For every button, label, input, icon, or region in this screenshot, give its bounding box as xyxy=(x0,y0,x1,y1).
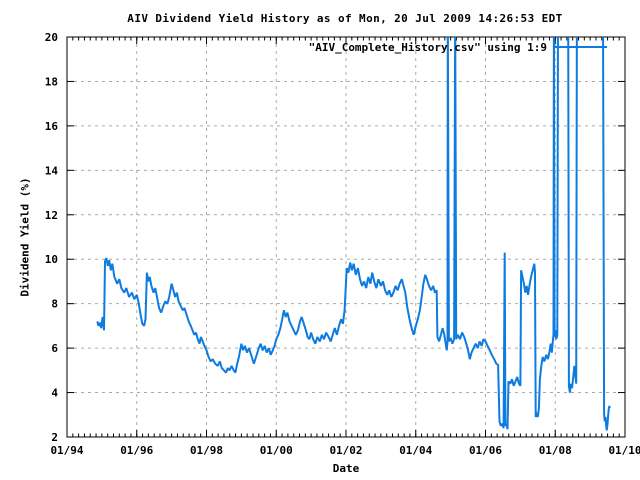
y-tick-label: 10 xyxy=(45,253,58,266)
chart-title: AIV Dividend Yield History as of Mon, 20… xyxy=(127,12,563,25)
y-tick-label: 20 xyxy=(45,31,58,44)
x-tick-label: 01/00 xyxy=(260,444,293,457)
dividend-yield-line xyxy=(96,37,611,431)
tick-labels: 2 4 6 8 10 12 14 16 18 20 01/94 01/96 01/98 01/00 01/0… xyxy=(45,31,640,457)
axis-ticks xyxy=(66,36,626,438)
x-tick-label: 01/04 xyxy=(399,444,432,457)
plot-border xyxy=(66,36,626,438)
y-tick-label: 8 xyxy=(51,298,58,311)
y-tick-label: 2 xyxy=(51,431,58,444)
x-tick-label: 01/94 xyxy=(50,444,83,457)
y-tick-label: 6 xyxy=(51,342,58,355)
y-tick-label: 14 xyxy=(45,164,59,177)
x-tick-label: 01/06 xyxy=(469,444,502,457)
x-axis-title: Date xyxy=(332,462,360,475)
y-tick-label: 4 xyxy=(51,387,58,400)
legend-label: "AIV_Complete_History.csv" using 1:9 xyxy=(308,41,547,54)
y-tick-label: 12 xyxy=(45,209,58,222)
x-tick-label: 01/02 xyxy=(329,444,362,457)
x-tick-label: 01/98 xyxy=(190,444,223,457)
x-tick-label: 01/96 xyxy=(120,444,153,457)
y-tick-label: 18 xyxy=(45,75,58,88)
y-axis-title: Dividend Yield (%) xyxy=(18,177,32,297)
grid xyxy=(67,37,625,437)
x-tick-label: 01/10 xyxy=(608,444,640,457)
x-tick-label: 01/08 xyxy=(539,444,572,457)
y-tick-label: 16 xyxy=(45,120,59,133)
